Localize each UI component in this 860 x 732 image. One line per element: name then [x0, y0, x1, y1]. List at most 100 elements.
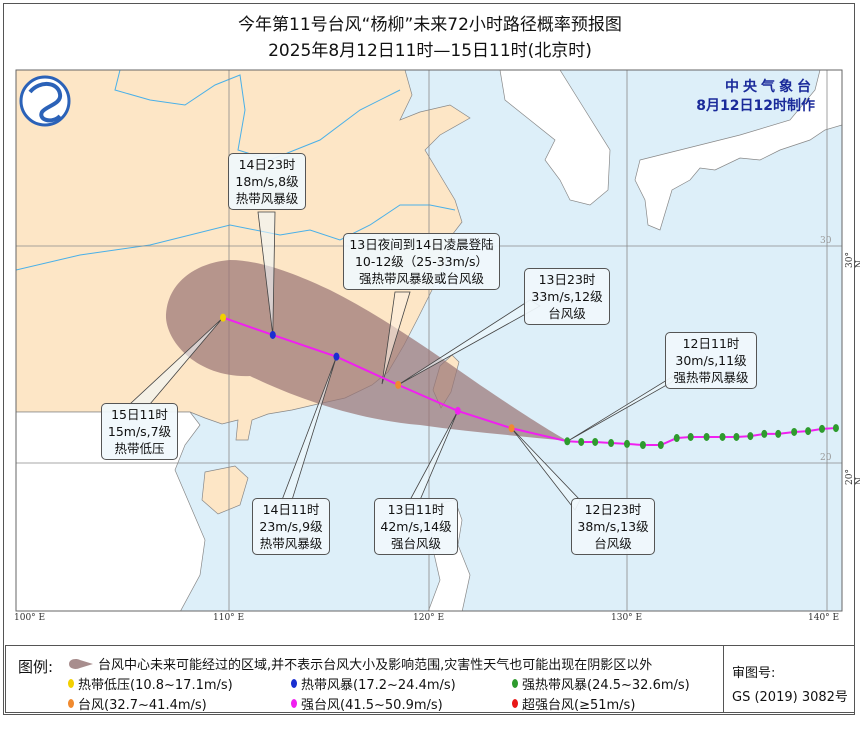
- callout-level: 强台风级: [390, 536, 441, 551]
- red-dot-icon: [512, 699, 518, 708]
- forecast-point: [454, 406, 461, 415]
- past-track-point: [775, 429, 782, 438]
- lon-label-100: 100° E: [14, 613, 46, 623]
- callout-time: 13日23时: [538, 272, 596, 287]
- legend-cone-text: 台风中心未来可能经过的区域,并不表示台风大小及影响范围,灾害性天气也可能出现在阴…: [98, 658, 653, 673]
- review-number: GS (2019) 3082号: [732, 690, 848, 705]
- orange-dot-icon: [68, 699, 74, 708]
- magenta-dot-icon: [291, 699, 297, 708]
- callout-wind: 18m/s,8级: [235, 174, 299, 189]
- past-track-point: [592, 437, 599, 446]
- hainan-island: [201, 465, 249, 515]
- forecast-point: [333, 352, 340, 361]
- past-track-point: [761, 429, 768, 438]
- landfall-time: 13日夜间到14日凌晨登陆: [349, 237, 494, 252]
- yangtze-river: [16, 204, 456, 271]
- callout-time: 14日23时: [238, 157, 296, 172]
- agency-name: 中央气象台: [725, 79, 815, 95]
- japan-land: [634, 70, 842, 231]
- legend-item-severe-typhoon: 强台风(41.5~50.9m/s): [291, 694, 443, 713]
- lon-label-140: 140° E: [808, 613, 840, 623]
- blue-dot-icon: [291, 679, 297, 688]
- forecast-point: [395, 380, 402, 389]
- callout-12d11h: 12日11时 30m/s,11级 强热带风暴级: [665, 332, 757, 389]
- page-subtitle: 2025年8月12日11时—15日11时(北京时): [268, 41, 592, 61]
- page-title: 今年第11号台风“杨柳”未来72小时路径概率预报图: [238, 15, 622, 35]
- track-points: [220, 313, 839, 449]
- landfall-wind: 10-12级（25-33m/s）: [354, 254, 489, 269]
- legend-label: 超强台风(≥51m/s): [522, 698, 636, 713]
- green-dot-icon: [512, 679, 518, 688]
- forecast-point: [564, 437, 571, 446]
- map-border: [15, 69, 843, 612]
- past-track-point: [733, 432, 740, 441]
- callout-time: 13日11时: [387, 502, 445, 517]
- past-track-point: [819, 424, 826, 433]
- past-track-point: [719, 432, 726, 441]
- callout-level: 台风级: [594, 536, 632, 551]
- past-track-point: [608, 439, 615, 448]
- forecast-point: [269, 330, 276, 339]
- legend-cone: 台风中心未来可能经过的区域,并不表示台风大小及影响范围,灾害性天气也可能出现在阴…: [68, 654, 652, 673]
- callout-time: 12日23时: [584, 502, 642, 517]
- callout-leader: [257, 211, 276, 336]
- grid-number-20: 20: [820, 453, 832, 463]
- lon-label-120: 120° E: [413, 613, 445, 623]
- korea-land: [499, 70, 611, 206]
- figure-frame: [3, 3, 855, 715]
- callout-level: 热带风暴级: [235, 191, 299, 206]
- legend: 图例: 台风中心未来可能经过的区域,并不表示台风大小及影响范围,灾害性天气也可能…: [5, 645, 855, 713]
- callout-wind: 30m/s,11级: [675, 353, 747, 368]
- past-track-point: [747, 432, 754, 441]
- past-track-point: [578, 437, 585, 446]
- legend-item-typhoon: 台风(32.7~41.4m/s): [68, 694, 207, 713]
- lon-label-130: 130° E: [611, 613, 643, 623]
- indochina-land: [16, 411, 206, 611]
- callout-14d23h: 14日23时 18m/s,8级 热带风暴级: [228, 153, 306, 210]
- agency-stamp: 中央气象台 8月12日12时制作: [696, 78, 815, 116]
- past-track-point: [791, 427, 798, 436]
- cone-swatch-icon: [69, 658, 93, 669]
- landfall-leader: [381, 291, 411, 385]
- legend-item-super-typhoon: 超强台风(≥51m/s): [512, 694, 635, 713]
- legend-item-severe-tropical-storm: 强热带风暴(24.5~32.6m/s): [512, 674, 690, 693]
- lat-label-20: 20° N: [845, 469, 860, 485]
- lon-label-110: 110° E: [213, 613, 245, 623]
- callout-13d11h: 13日11时 42m/s,14级 强台风级: [374, 498, 458, 555]
- callout-wind: 33m/s,12级: [531, 289, 603, 304]
- callout-level: 热带低压: [114, 441, 165, 456]
- yellow-river: [114, 70, 401, 161]
- past-track-point: [832, 424, 839, 433]
- callout-wind: 15m/s,7级: [107, 424, 172, 439]
- callout-15d11h: 15日11时 15m/s,7级 热带低压: [101, 403, 178, 460]
- issue-time: 8月12日12时制作: [696, 98, 815, 114]
- legend-label: 热带低压(10.8~17.1m/s): [78, 678, 233, 693]
- callout-time: 15日11时: [111, 407, 168, 422]
- past-track-point: [657, 440, 664, 449]
- past-track-point: [687, 432, 694, 441]
- legend-label: 热带风暴(17.2~24.4m/s): [301, 678, 456, 693]
- legend-item-tropical-storm: 热带风暴(17.2~24.4m/s): [291, 674, 456, 693]
- callout-wind: 38m/s,13级: [577, 519, 649, 534]
- callout-time: 12日11时: [682, 336, 740, 351]
- past-track-point: [624, 439, 630, 448]
- past-track-point: [639, 440, 646, 449]
- callout-level: 台风级: [548, 306, 586, 321]
- forecast-point: [508, 424, 515, 433]
- callout-level: 强热带风暴级: [673, 370, 749, 385]
- legend-item-tropical-depression: 热带低压(10.8~17.1m/s): [68, 674, 233, 693]
- probability-cone: [166, 260, 568, 441]
- legend-title: 图例:: [18, 658, 54, 676]
- callout-12d23h: 12日23时 38m/s,13级 台风级: [571, 498, 655, 555]
- forecast-point: [220, 313, 227, 322]
- callout-14d11h: 14日11时 23m/s,9级 热带风暴级: [252, 498, 330, 555]
- past-track-point: [805, 427, 812, 436]
- legend-label: 台风(32.7~41.4m/s): [78, 698, 207, 713]
- callout-leaders: [128, 211, 681, 511]
- callout-time: 14日11时: [262, 502, 320, 517]
- past-track-point: [673, 434, 680, 443]
- callout-landfall: 13日夜间到14日凌晨登陆 10-12级（25-33m/s） 强热带风暴级或台风…: [343, 233, 500, 290]
- cma-logo: [19, 75, 71, 127]
- callout-level: 热带风暴级: [259, 536, 323, 551]
- past-track-point: [703, 432, 710, 441]
